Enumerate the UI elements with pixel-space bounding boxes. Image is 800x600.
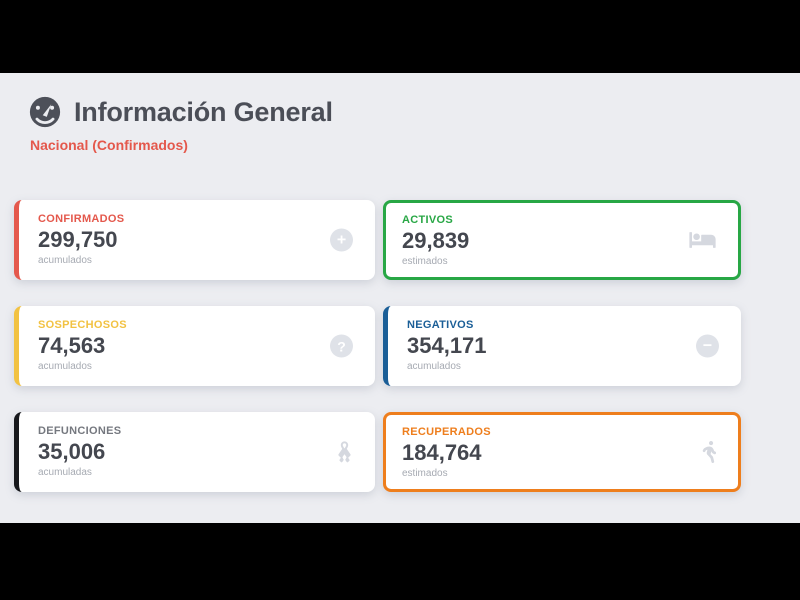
stat-card-recuperados[interactable]: RECUPERADOS 184,764 estimados (383, 412, 741, 492)
card-label: ACTIVOS (402, 214, 453, 226)
card-note: estimados (402, 468, 448, 480)
cards-grid: CONFIRMADOS 299,750 acumulados + ACTIVOS… (14, 200, 741, 492)
ribbon-icon (336, 441, 353, 464)
plus-circle-icon: + (330, 228, 353, 252)
stat-card-defunciones[interactable]: DEFUNCIONES 35,006 acumuladas (14, 412, 375, 492)
card-value: 184,764 (402, 440, 482, 465)
card-label: CONFIRMADOS (38, 213, 125, 225)
card-note: acumuladas (38, 467, 92, 479)
card-label: DEFUNCIONES (38, 425, 122, 437)
walking-icon (702, 441, 716, 463)
minus-circle-icon: − (696, 334, 719, 358)
page-header: Información General Nacional (Confirmado… (28, 95, 333, 153)
stat-card-confirmados[interactable]: CONFIRMADOS 299,750 acumulados + (14, 200, 375, 280)
card-value: 299,750 (38, 227, 118, 252)
card-note: estimados (402, 256, 448, 268)
card-value: 354,171 (407, 333, 487, 358)
question-circle-icon: ? (330, 334, 353, 358)
card-note: acumulados (407, 361, 461, 373)
letterbox-bottom-bar (0, 523, 800, 600)
dashboard-content: Información General Nacional (Confirmado… (0, 73, 800, 523)
card-note: acumulados (38, 361, 92, 373)
card-value: 74,563 (38, 333, 106, 358)
page-title: Información General (74, 96, 333, 127)
stat-card-negativos[interactable]: NEGATIVOS 354,171 acumulados − (383, 306, 741, 386)
card-label: RECUPERADOS (402, 426, 491, 438)
stat-card-sospechosos[interactable]: SOSPECHOSOS 74,563 acumulados ? (14, 306, 375, 386)
page-subtitle: Nacional (Confirmados) (30, 137, 188, 153)
card-value: 29,839 (402, 228, 470, 253)
letterbox-top-bar (0, 0, 800, 73)
card-label: NEGATIVOS (407, 319, 474, 331)
card-note: acumulados (38, 255, 92, 267)
bed-icon (689, 230, 716, 251)
gauge-icon (28, 95, 62, 129)
card-value: 35,006 (38, 439, 106, 464)
stat-card-activos[interactable]: ACTIVOS 29,839 estimados (383, 200, 741, 280)
card-label: SOSPECHOSOS (38, 319, 127, 331)
